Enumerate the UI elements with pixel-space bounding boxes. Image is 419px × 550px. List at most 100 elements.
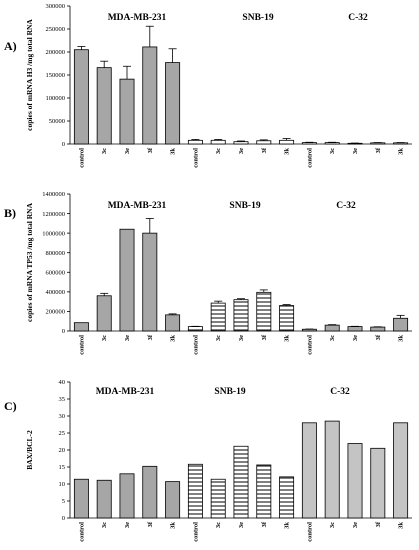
x-tick-label: 3e: [238, 148, 245, 154]
bar: [279, 139, 295, 145]
bar: [73, 478, 89, 519]
bar: [256, 464, 272, 519]
y-tick-label: 35: [59, 396, 66, 403]
group-label: C-32: [336, 201, 356, 211]
panel-letter: C): [4, 399, 17, 413]
x-tick-label: 3c: [215, 522, 222, 528]
bar: [96, 479, 112, 519]
group-label: MDA-MB-231: [96, 387, 155, 397]
panel-letter: B): [4, 206, 16, 220]
bar: [210, 139, 226, 145]
x-tick-label: 3k: [170, 335, 177, 342]
y-tick-label: 40: [59, 379, 66, 386]
y-tick-label: 200000: [46, 309, 66, 316]
y-tick-label: 150000: [46, 72, 66, 79]
bar: [279, 476, 295, 519]
bar: [393, 317, 409, 332]
x-tick-label: control: [192, 335, 199, 355]
group-label: SNB-19: [214, 387, 245, 397]
bar: [142, 232, 158, 332]
x-tick-label: 3f: [147, 521, 154, 527]
bar: [256, 140, 272, 145]
x-tick-label: 3c: [101, 522, 108, 528]
y-tick-label: 50000: [49, 118, 65, 125]
x-tick-label: 3k: [398, 148, 405, 155]
chart-panel-2: B) 0 200000 400000 600000 800000 1000000 120000…: [4, 191, 412, 355]
x-tick-label: 3e: [124, 335, 131, 341]
group-label: SNB-19: [229, 201, 260, 211]
bar: [370, 142, 386, 145]
x-tick-label: 3k: [170, 148, 177, 155]
group-label: MDA-MB-231: [108, 201, 167, 211]
y-tick-label: 400000: [46, 289, 66, 296]
bar: [73, 49, 89, 145]
bar: [370, 447, 386, 519]
bar: [301, 142, 317, 145]
y-tick-label: 300000: [46, 3, 66, 10]
bar: [142, 465, 158, 519]
group-label: C-32: [348, 13, 368, 23]
x-tick-label: control: [306, 522, 313, 542]
y-tick-label: 15: [59, 464, 66, 471]
x-tick-label: 3c: [329, 335, 336, 341]
group-label: SNB-19: [242, 13, 273, 23]
bar: [301, 328, 317, 332]
x-tick-label: 3c: [215, 148, 222, 154]
bar: [324, 324, 340, 332]
y-tick-label: 5: [62, 498, 65, 505]
chart-panel-3: C) 0 5 10 15 20 25 30 35 40 BAX/BCL-2 control 3c 3e 3f…: [4, 379, 412, 542]
x-tick-label: 3f: [261, 521, 268, 527]
bar: [301, 422, 317, 519]
y-tick-label: 0: [62, 328, 65, 335]
y-tick-label: 25: [59, 430, 66, 437]
y-tick-label: 0: [62, 515, 65, 522]
y-tick-label: 10: [59, 481, 66, 488]
bar: [165, 62, 181, 145]
x-tick-label: 3e: [352, 148, 359, 154]
bar: [393, 422, 409, 519]
bar: [165, 314, 181, 332]
x-tick-label: 3k: [284, 335, 291, 342]
chart-panel-1: A) 0 50000 100000 150000 200000 250000 300000 co…: [4, 3, 412, 168]
x-tick-label: 3f: [375, 521, 382, 527]
y-tick-label: 800000: [46, 250, 66, 257]
y-axis-label: copies of mRNA H3 /mg total RNA: [25, 19, 34, 131]
x-tick-label: control: [78, 148, 85, 168]
x-tick-label: 3k: [284, 522, 291, 529]
bar: [210, 478, 226, 519]
x-tick-label: 3e: [124, 522, 131, 528]
x-tick-label: 3c: [101, 148, 108, 154]
bar: [324, 142, 340, 145]
x-tick-label: 3e: [238, 522, 245, 528]
bar: [210, 302, 226, 332]
x-tick-label: 3f: [147, 147, 154, 153]
group-label: MDA-MB-231: [108, 13, 167, 23]
bar: [187, 139, 203, 145]
y-tick-label: 0: [62, 141, 65, 148]
x-tick-label: 3e: [352, 522, 359, 528]
bar: [233, 445, 249, 519]
x-tick-label: 3c: [329, 148, 336, 154]
bar: [370, 326, 386, 332]
bar: [393, 142, 409, 145]
y-tick-label: 250000: [46, 26, 66, 33]
x-tick-label: control: [306, 335, 313, 355]
x-tick-label: control: [78, 522, 85, 542]
bar: [119, 228, 135, 332]
y-tick-label: 200000: [46, 49, 66, 56]
y-tick-label: 1200000: [42, 211, 65, 218]
y-axis-label: copies of mRNA TP53 /mg total RNA: [25, 202, 34, 322]
bar: [96, 295, 112, 332]
y-tick-label: 20: [59, 447, 66, 454]
bar: [142, 46, 158, 145]
y-tick-label: 1400000: [42, 191, 65, 198]
bar: [256, 291, 272, 332]
y-tick-label: 1000000: [42, 230, 65, 237]
bar: [96, 67, 112, 145]
x-tick-label: 3f: [147, 334, 154, 340]
x-tick-label: 3c: [101, 335, 108, 341]
x-tick-label: control: [192, 522, 199, 542]
x-tick-label: 3f: [375, 334, 382, 340]
x-tick-label: 3k: [170, 522, 177, 529]
y-tick-label: 600000: [46, 269, 66, 276]
